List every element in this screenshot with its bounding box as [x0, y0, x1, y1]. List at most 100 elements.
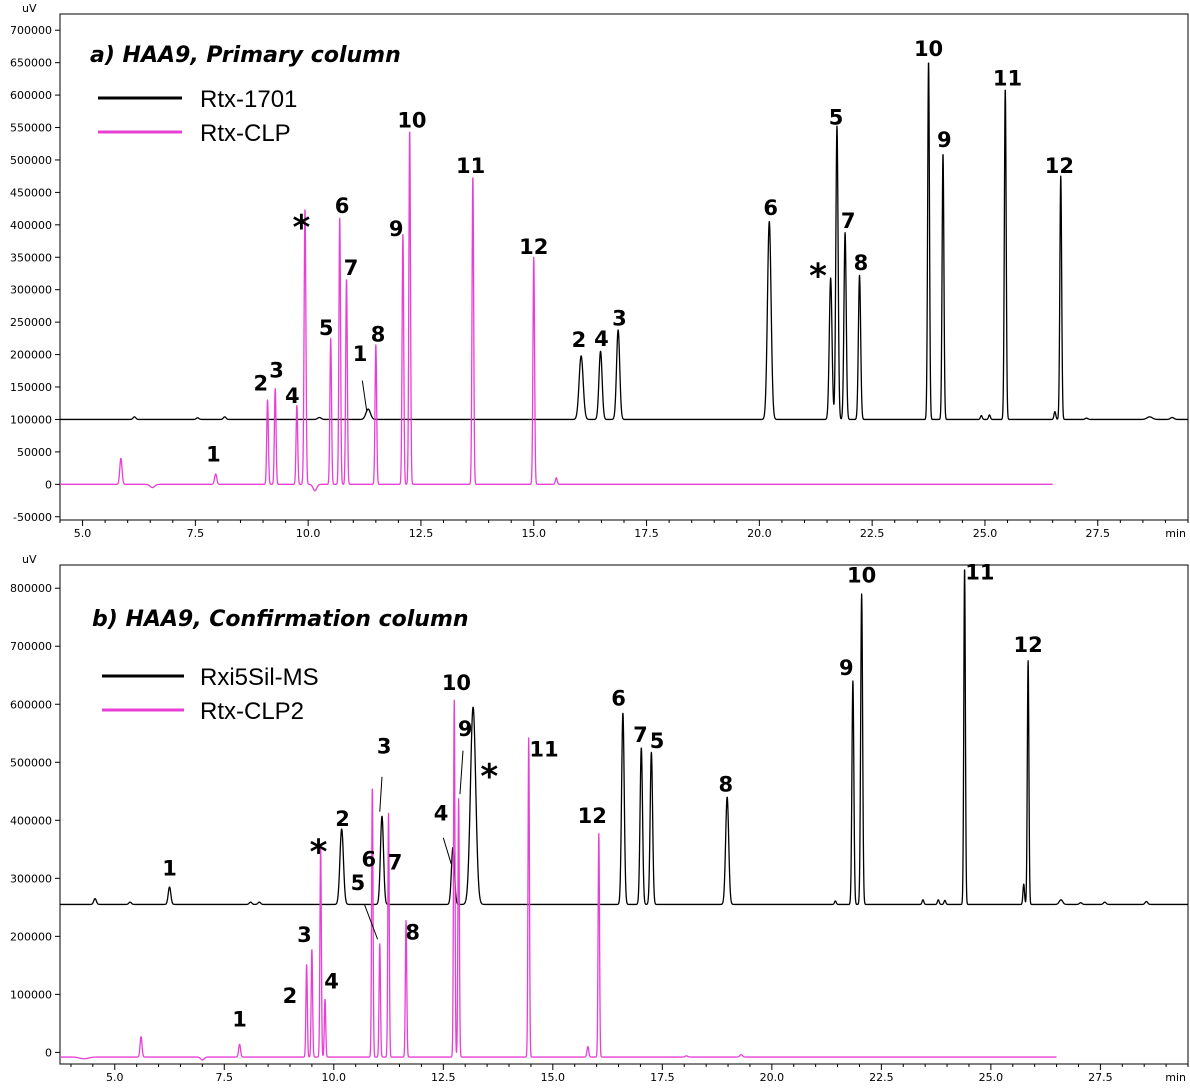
y-tick-label: 100000 [10, 413, 52, 426]
peak-label: 9 [937, 128, 952, 152]
x-tick-label: 15.0 [541, 1071, 566, 1084]
peak-label: 1 [162, 856, 177, 880]
peak-leader-line [363, 904, 379, 940]
y-tick-label: 250000 [10, 316, 52, 329]
legend-label: Rtx-CLP [200, 120, 291, 147]
x-tick-label: 27.5 [1088, 1071, 1113, 1084]
peak-label: 6 [335, 194, 350, 218]
y-tick-label: 450000 [10, 186, 52, 199]
peak-label: 4 [285, 384, 300, 408]
peak-label: 9 [839, 656, 854, 680]
peak-label: 9 [458, 717, 473, 741]
peak-label: 5 [650, 729, 665, 753]
peak-label: 10 [847, 563, 876, 587]
peak-label: 1 [232, 1007, 247, 1031]
y-tick-label: 50000 [17, 446, 52, 459]
peak-label: 7 [633, 723, 648, 747]
legend-label: Rtx-1701 [200, 86, 297, 113]
x-tick-label: 10.0 [296, 527, 321, 540]
x-tick-label: 22.5 [860, 527, 885, 540]
y-tick-label: 0 [45, 478, 52, 491]
peak-label: 5 [319, 316, 334, 340]
peak-label: 12 [1045, 154, 1074, 178]
x-tick-label: 7.5 [187, 527, 205, 540]
y-tick-label: 700000 [10, 24, 52, 37]
y-tick-label: 400000 [10, 814, 52, 827]
peak-label: 3 [377, 735, 392, 759]
peak-label: 12 [578, 804, 607, 828]
peak-asterisk: * [293, 208, 311, 248]
y-tick-label: 600000 [10, 698, 52, 711]
y-tick-label: 300000 [10, 872, 52, 885]
y-tick-label: 150000 [10, 381, 52, 394]
peak-label: 11 [456, 154, 485, 178]
x-tick-label: 27.5 [1086, 527, 1111, 540]
x-tick-label: 15.0 [522, 527, 547, 540]
peak-label: 7 [388, 851, 403, 875]
peak-label: 11 [993, 66, 1022, 90]
y-axis-unit: uV [22, 2, 37, 15]
peak-label: 2 [572, 328, 587, 352]
peak-asterisk: * [310, 832, 328, 872]
peak-leader-line [361, 380, 368, 412]
x-tick-label: 5.0 [106, 1071, 124, 1084]
x-tick-label: 12.5 [409, 527, 434, 540]
y-tick-label: -50000 [13, 511, 52, 524]
y-tick-label: 600000 [10, 89, 52, 102]
peak-label: 4 [434, 801, 449, 825]
y-tick-label: 650000 [10, 57, 52, 70]
y-tick-label: 500000 [10, 154, 52, 167]
x-tick-label: 20.0 [760, 1071, 785, 1084]
peak-label: 7 [344, 256, 359, 280]
chart-panel-b: 0 100000 200000 300000 400000 500000 600000 700… [10, 553, 1189, 1084]
peak-asterisk: * [809, 256, 827, 296]
y-tick-label: 200000 [10, 930, 52, 943]
y-tick-label: 500000 [10, 756, 52, 769]
peak-label: 9 [389, 217, 404, 241]
peak-label: 8 [719, 772, 734, 796]
peak-label: 1 [353, 342, 368, 366]
peak-asterisk: * [480, 757, 498, 797]
plot-frame [59, 564, 1189, 1065]
peak-label: 10 [914, 37, 943, 61]
x-tick-label: 25.0 [973, 527, 998, 540]
x-tick-label: 7.5 [216, 1071, 234, 1084]
peak-label: 4 [594, 327, 609, 351]
peak-label: 3 [297, 923, 312, 947]
x-tick-label: 12.5 [431, 1071, 456, 1084]
x-tick-label: 5.0 [74, 527, 92, 540]
peak-leader-line [459, 750, 464, 795]
x-tick-label: 10.0 [322, 1071, 347, 1084]
x-axis-unit: min [1165, 527, 1186, 540]
peak-label: 2 [253, 371, 268, 395]
x-tick-label: 17.5 [634, 527, 659, 540]
peak-label: 3 [612, 306, 627, 330]
legend-label: Rtx-CLP2 [200, 698, 304, 725]
y-tick-label: 0 [45, 1046, 52, 1059]
peak-label: 4 [324, 970, 339, 994]
y-tick-label: 300000 [10, 284, 52, 297]
peak-label: 8 [371, 323, 386, 347]
peak-label: 2 [283, 984, 298, 1008]
legend-label: Rxi5Sil-MS [200, 664, 319, 691]
peak-label: 6 [611, 686, 626, 710]
peak-label: 8 [854, 251, 869, 275]
y-tick-label: 800000 [10, 582, 52, 595]
peak-leader-line [379, 776, 383, 812]
x-tick-label: 20.0 [747, 527, 772, 540]
peak-label: 1 [206, 443, 221, 467]
peak-label: 5 [829, 105, 844, 129]
y-tick-label: 700000 [10, 640, 52, 653]
peak-label: 11 [965, 561, 994, 585]
trace-rtx-clp [59, 131, 1054, 492]
trace-rxi5sil-ms [59, 569, 1189, 906]
x-tick-label: 17.5 [650, 1071, 675, 1084]
peak-label: 6 [362, 848, 377, 872]
peak-label: 11 [529, 737, 558, 761]
x-tick-label: 22.5 [869, 1071, 894, 1084]
peak-leader-line [442, 837, 452, 864]
y-tick-label: 100000 [10, 988, 52, 1001]
peak-label: 6 [763, 196, 778, 220]
